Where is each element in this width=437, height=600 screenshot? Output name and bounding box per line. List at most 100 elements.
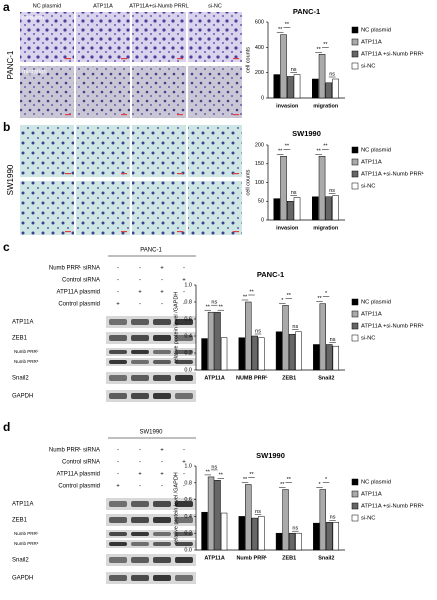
bar <box>325 82 333 99</box>
legend-label: si-NC <box>361 184 376 190</box>
blot-strip <box>106 372 196 384</box>
bar <box>295 532 302 551</box>
blot-band <box>153 517 171 523</box>
y-tick-label: 0.8 <box>184 480 192 486</box>
scale-bar <box>121 58 127 60</box>
legend-swatch <box>351 38 359 46</box>
row-label: migration <box>22 70 47 76</box>
significance-label: * <box>318 482 321 488</box>
bar <box>258 337 265 371</box>
panel-label: d <box>3 420 10 434</box>
bar <box>207 311 215 371</box>
condition-mark: + <box>116 484 120 490</box>
significance-label: ** <box>219 473 224 479</box>
column-label: ATP11A <box>93 3 113 9</box>
blot-band <box>153 575 171 581</box>
blot-band <box>109 575 127 581</box>
blot-band <box>153 393 171 399</box>
bar <box>295 331 302 371</box>
bar <box>326 522 333 551</box>
bar <box>312 196 319 221</box>
bar <box>326 344 333 371</box>
legend-swatch <box>351 170 359 178</box>
blot-band <box>131 350 149 354</box>
scale-bar <box>177 231 183 233</box>
x-tick-label: Snail2 <box>318 555 334 561</box>
condition-mark: - <box>161 460 163 466</box>
bar <box>288 532 296 551</box>
bar <box>319 489 326 551</box>
blot-band <box>131 575 149 581</box>
bar <box>287 76 294 99</box>
scale-bar <box>65 173 71 175</box>
bar <box>332 345 340 371</box>
band-label: Numb PRRᴸ <box>14 531 39 536</box>
bar <box>251 335 258 371</box>
blot-band <box>153 501 171 507</box>
legend-swatch <box>351 26 359 34</box>
scale-bar <box>121 231 127 233</box>
chart-title: SW1990 <box>256 451 285 460</box>
significance-label: ** <box>206 305 211 311</box>
condition-label: Control siRNA <box>62 460 100 466</box>
y-tick-label: 150 <box>255 161 264 167</box>
condition-mark: + <box>160 472 164 478</box>
legend-label: si-NC <box>361 516 376 522</box>
legend-label: ATP11A +si-Numb PRRᴸ <box>361 51 424 58</box>
band-label: GAPDH <box>12 394 33 400</box>
blot-strip <box>106 332 196 344</box>
blot-band <box>175 360 193 364</box>
chart-title: SW1990 <box>292 129 321 138</box>
bar <box>319 303 326 371</box>
cell-line-label: PANC-1 <box>6 50 15 79</box>
significance-label: ns <box>291 67 297 73</box>
condition-mark: + <box>138 290 142 296</box>
chart-title: PANC-1 <box>293 7 320 16</box>
blot-band <box>175 532 193 536</box>
panel-label: a <box>3 0 10 14</box>
significance-label: ns <box>211 300 217 306</box>
blot-band <box>109 319 127 325</box>
y-tick-label: 1.0 <box>184 463 192 469</box>
condition-mark: - <box>117 266 119 272</box>
bar <box>245 484 252 551</box>
band-label: Snail2 <box>12 558 29 564</box>
blot-band <box>175 517 193 523</box>
blot-band <box>153 542 171 546</box>
bar <box>220 337 228 371</box>
significance-label: ns <box>291 190 297 196</box>
micrograph <box>76 66 130 118</box>
blot-strip <box>106 498 196 510</box>
scale-bar <box>65 231 71 233</box>
micrograph <box>20 181 74 235</box>
condition-mark: - <box>161 302 163 308</box>
y-tick-label: 400 <box>255 45 264 51</box>
blot-band <box>175 335 193 341</box>
legend-label: NC plasmid <box>361 300 391 306</box>
blot-strip <box>106 572 196 584</box>
blot-band <box>131 393 149 399</box>
significance-label: ** <box>219 305 224 311</box>
panel-label: b <box>3 120 10 134</box>
legend-swatch <box>351 310 359 318</box>
significance-label: ** <box>249 472 254 478</box>
condition-mark: - <box>117 290 119 296</box>
cell-line-label: SW1990 <box>6 164 15 195</box>
bar <box>288 334 296 371</box>
condition-label: ATP11A plasmid <box>57 290 100 296</box>
legend-swatch <box>351 490 359 498</box>
micrograph <box>20 66 74 118</box>
y-axis-label: cell counts <box>245 47 251 73</box>
legend-swatch <box>351 322 359 330</box>
blot-band <box>175 319 193 325</box>
blot-strip <box>106 316 196 328</box>
y-tick-label: 0.2 <box>184 531 192 537</box>
significance-label: ns <box>211 464 217 470</box>
x-tick-label: ZEB1 <box>282 555 296 561</box>
significance-label: ns <box>329 71 335 77</box>
significance-label: * <box>325 477 328 483</box>
scale-bar <box>233 58 239 60</box>
legend-label: ATP11A +si-Numb PRRᴸ <box>361 323 424 330</box>
significance-label: ** <box>287 477 292 483</box>
blot-band <box>131 335 149 341</box>
